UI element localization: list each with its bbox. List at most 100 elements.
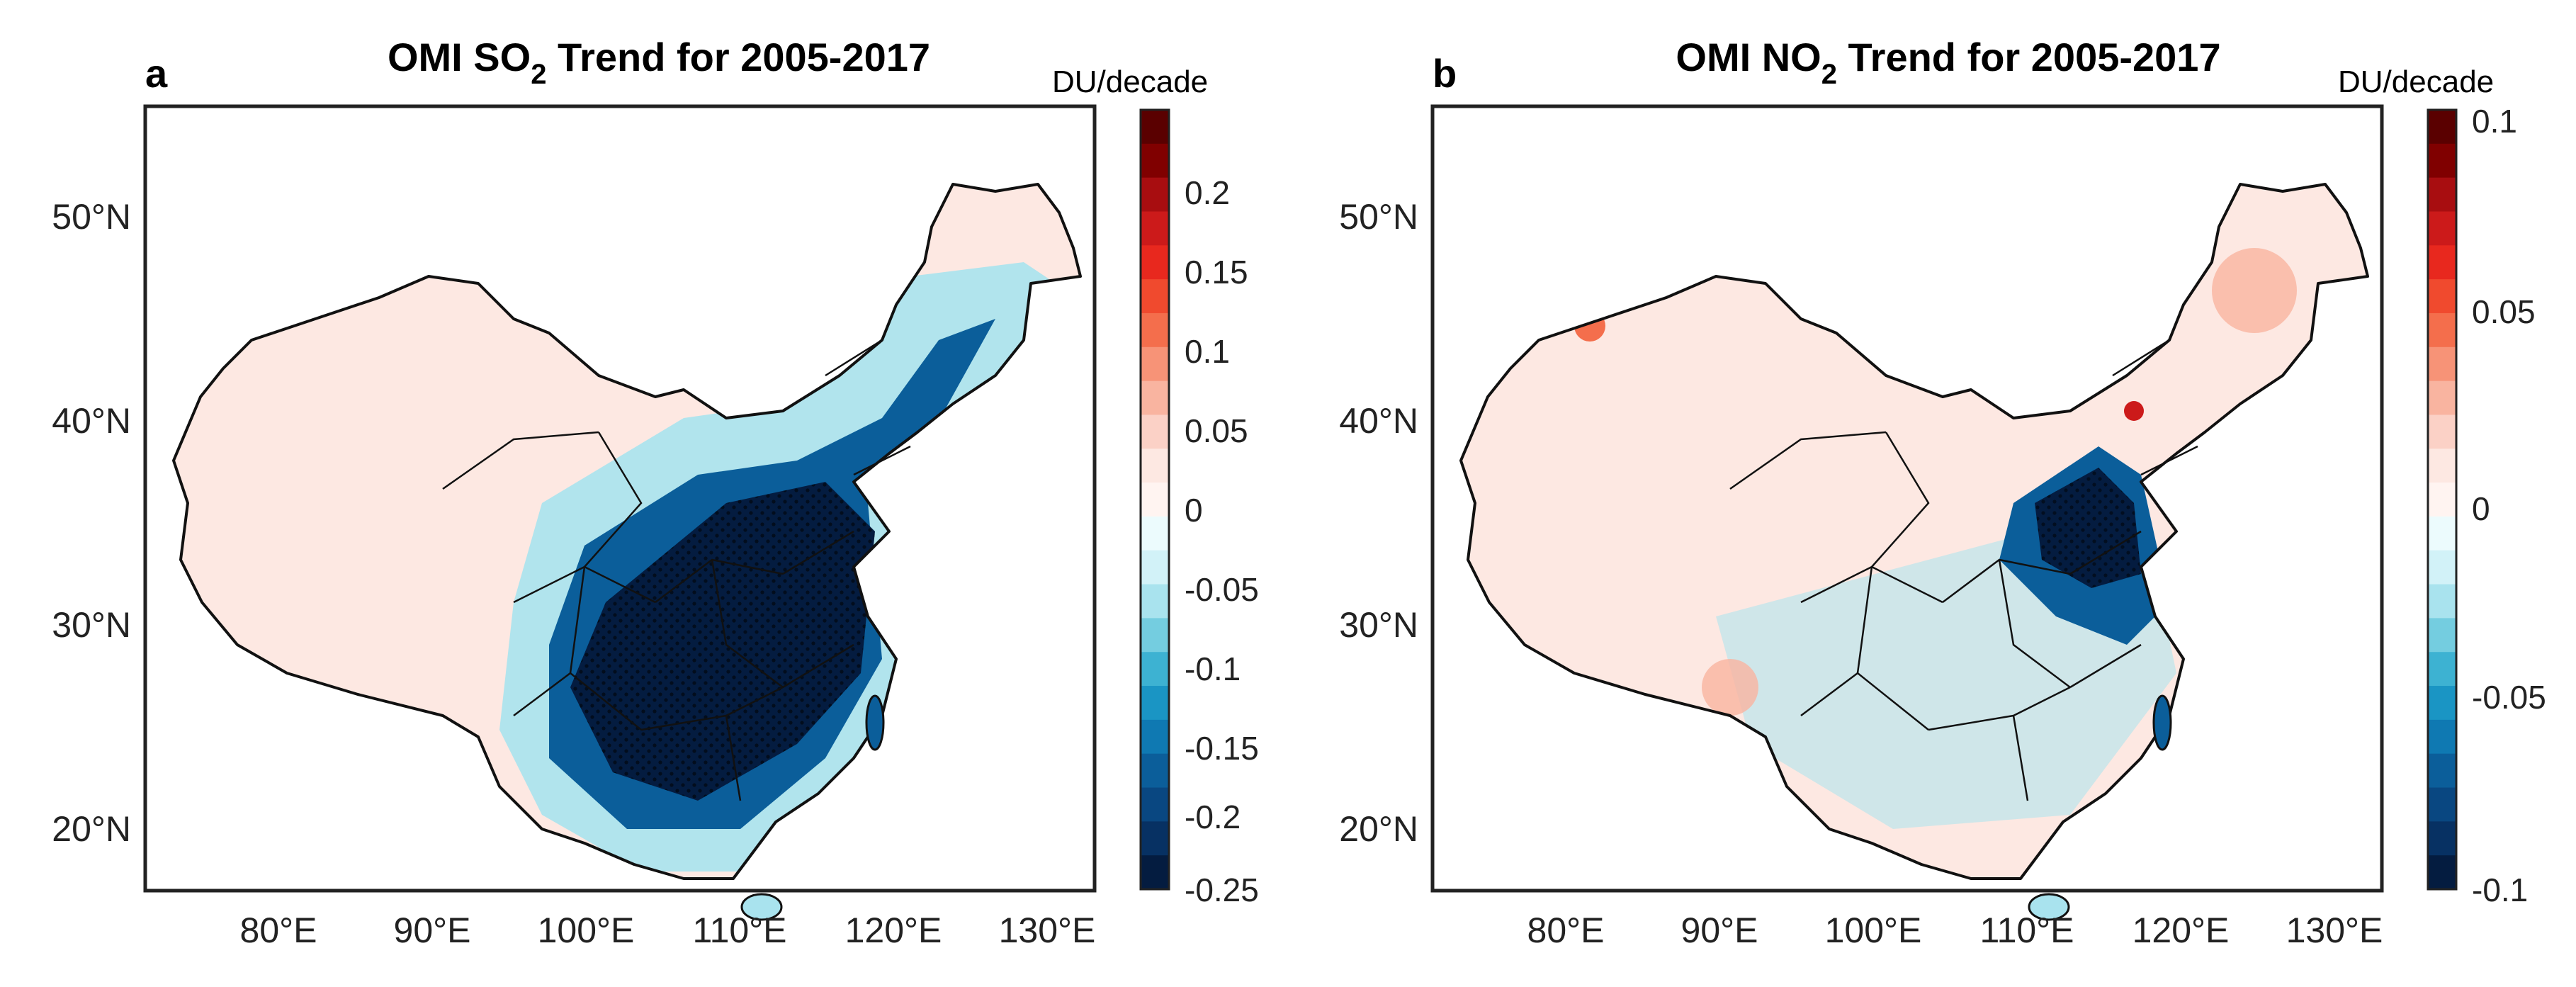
lon-tick-90: 90°E (1681, 910, 1758, 950)
panel-a-letter: a (145, 51, 168, 96)
colorbar-step (1141, 483, 1169, 517)
panel-b-title: OMI NO2 Trend for 2005-2017 (1676, 35, 2220, 90)
panel-b-map-frame (1430, 104, 2384, 893)
colorbar-step (2428, 414, 2456, 449)
colorbar-step (2428, 110, 2456, 145)
colorbar-step (1141, 143, 1169, 179)
panel-a-lon-ticks: 80°E 90°E 100°E 110°E 120°E 130°E (240, 910, 1096, 950)
panel-a-map-frame (143, 104, 1097, 893)
colorbar-step (2428, 245, 2456, 280)
cb-b-tick-1: 0.1 (2472, 103, 2517, 140)
colorbar-step (1141, 719, 1169, 755)
panel-b-lon-ticks: 80°E 90°E 100°E 110°E 120°E 130°E (1527, 910, 2383, 950)
lon-tick-80: 80°E (1527, 910, 1605, 950)
cb-a-tick-7: -0.1 (1185, 650, 1241, 687)
colorbar-step (2428, 279, 2456, 314)
colorbar-step (1141, 516, 1169, 551)
lon-tick-110: 110°E (692, 910, 786, 950)
lon-tick-130: 130°E (999, 910, 1096, 950)
panel-b-map (1459, 183, 2369, 921)
lon-tick-110: 110°E (1979, 910, 2074, 950)
colorbar-step (1141, 312, 1169, 348)
cb-b-tick-4: -0.05 (2472, 679, 2546, 716)
lat-tick-20: 20°N (1339, 809, 1418, 849)
colorbar-step (2428, 652, 2456, 687)
colorbar-step (2428, 753, 2456, 789)
colorbar-step (2428, 312, 2456, 348)
lat-tick-50: 50°N (1339, 197, 1418, 237)
panel-b-colorbar-ticks: 0.1 0.05 0 -0.05 -0.1 (2472, 103, 2546, 908)
lon-tick-80: 80°E (240, 910, 317, 950)
colorbar-step (1141, 380, 1169, 415)
colorbar-step (2428, 584, 2456, 619)
cb-a-tick-3: 0.1 (1185, 333, 1230, 370)
lon-tick-130: 130°E (2286, 910, 2383, 950)
lat-tick-30: 30°N (1339, 605, 1418, 645)
colorbar-step (1141, 211, 1169, 246)
lat-tick-30: 30°N (52, 605, 131, 645)
colorbar-step (1141, 855, 1169, 890)
panel-a-title: OMI SO2 Trend for 2005-2017 (388, 35, 930, 90)
colorbar-step (1141, 618, 1169, 653)
lat-tick-40: 40°N (1339, 401, 1418, 441)
lat-tick-50: 50°N (52, 197, 131, 237)
colorbar-step (2428, 550, 2456, 585)
panel-a-map (172, 183, 1082, 921)
lon-tick-120: 120°E (845, 910, 942, 950)
colorbar-step (1141, 177, 1169, 212)
cb-a-tick-9: -0.2 (1185, 799, 1241, 835)
cb-a-tick-5: 0 (1185, 492, 1203, 529)
colorbar-step (1141, 414, 1169, 449)
cb-a-tick-4: 0.05 (1185, 412, 1248, 449)
colorbar-step (1141, 686, 1169, 721)
colorbar-step (2428, 516, 2456, 551)
panel-b-colorbar (2428, 110, 2456, 890)
panel-b-lat-ticks: 50°N 40°N 30°N 20°N (1339, 197, 1418, 849)
colorbar-step (1141, 753, 1169, 789)
panel-a-colorbar-ticks: 0.2 0.15 0.1 0.05 0 -0.05 -0.1 -0.15 -0.… (1185, 174, 1259, 908)
cb-a-tick-1: 0.2 (1185, 174, 1230, 211)
colorbar-step (2428, 211, 2456, 246)
cb-b-tick-2: 0.05 (2472, 293, 2536, 330)
colorbar-step (2428, 719, 2456, 755)
cb-a-tick-8: -0.15 (1185, 730, 1259, 767)
lon-tick-100: 100°E (538, 910, 635, 950)
colorbar-step (1141, 245, 1169, 280)
colorbar-step (1141, 346, 1169, 382)
colorbar-step (1141, 449, 1169, 483)
colorbar-step (1141, 550, 1169, 585)
cb-a-tick-2: 0.15 (1185, 254, 1248, 291)
panel-b: b OMI NO2 Trend for 2005-2017 DU/decade … (1339, 35, 2546, 950)
panel-a-colorbar (1141, 110, 1169, 890)
cb-b-tick-5: -0.1 (2472, 872, 2528, 908)
panel-b-letter: b (1433, 51, 1457, 96)
panel-b-unit: DU/decade (2338, 64, 2494, 99)
colorbar-step (1141, 821, 1169, 856)
colorbar-step (2428, 483, 2456, 517)
lon-tick-100: 100°E (1825, 910, 1922, 950)
panel-a: a OMI SO2 Trend for 2005-2017 DU/decade … (52, 35, 1259, 950)
colorbar-step (1141, 279, 1169, 314)
panel-b-colorbar-frame (2427, 108, 2458, 891)
panel-a-unit: DU/decade (1052, 64, 1208, 99)
cb-a-tick-6: -0.05 (1185, 571, 1259, 608)
colorbar-step (2428, 821, 2456, 856)
cb-b-tick-3: 0 (2472, 490, 2490, 527)
colorbar-step (1141, 652, 1169, 687)
panel-a-lat-ticks: 50°N 40°N 30°N 20°N (52, 197, 131, 849)
colorbar-step (2428, 618, 2456, 653)
colorbar-step (2428, 787, 2456, 822)
lat-tick-20: 20°N (52, 809, 131, 849)
colorbar-step (1141, 787, 1169, 822)
colorbar-step (2428, 380, 2456, 415)
lon-tick-90: 90°E (394, 910, 471, 950)
colorbar-step (1141, 110, 1169, 145)
colorbar-step (2428, 143, 2456, 179)
colorbar-step (1141, 584, 1169, 619)
colorbar-step (2428, 346, 2456, 382)
colorbar-step (2428, 449, 2456, 483)
panel-a-colorbar-frame (1139, 108, 1170, 891)
colorbar-step (2428, 686, 2456, 721)
lon-tick-120: 120°E (2132, 910, 2230, 950)
